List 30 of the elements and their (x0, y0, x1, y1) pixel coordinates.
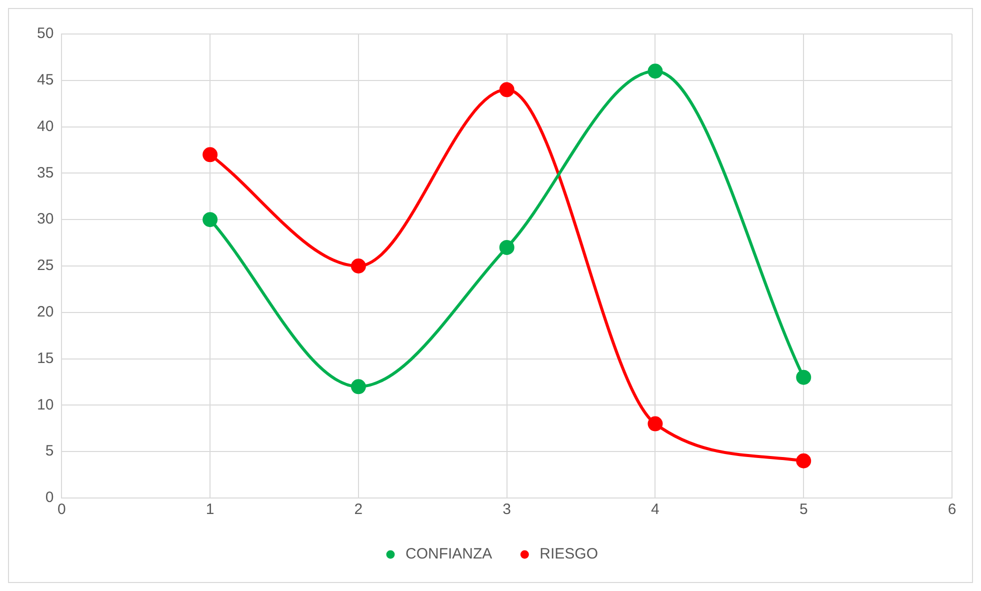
x-tick-label: 1 (206, 501, 214, 518)
point (796, 453, 812, 468)
point (648, 64, 663, 79)
point (350, 379, 366, 394)
y-tick-label: 0 (45, 489, 54, 506)
legend-label: CONFIANZA (405, 546, 492, 563)
x-tick-label: 4 (651, 501, 660, 518)
y-tick-label: 35 (36, 164, 54, 182)
point (202, 147, 218, 162)
y-tick-label: 50 (36, 25, 54, 42)
x-tick-label: 5 (799, 501, 808, 518)
y-tick-label: 10 (36, 396, 54, 414)
point (648, 416, 663, 432)
y-tick-label: 5 (45, 442, 54, 460)
y-tick-label: 30 (36, 210, 54, 228)
y-tick-label: 45 (36, 72, 54, 89)
point (499, 82, 514, 98)
point (499, 240, 514, 255)
y-tick-label: 20 (36, 304, 54, 321)
x-tick-label: 3 (502, 501, 512, 518)
point (202, 212, 218, 228)
x-tick-label: 0 (58, 501, 66, 518)
y-tick-label: 40 (36, 118, 54, 135)
y-tick-label: 25 (36, 257, 54, 274)
point (796, 370, 812, 385)
x-tick-label: 6 (948, 501, 956, 518)
x-tick-label: 2 (354, 501, 363, 518)
point (350, 258, 366, 274)
y-tick-label: 15 (36, 350, 54, 367)
legend-label: RIESGO (540, 546, 598, 563)
